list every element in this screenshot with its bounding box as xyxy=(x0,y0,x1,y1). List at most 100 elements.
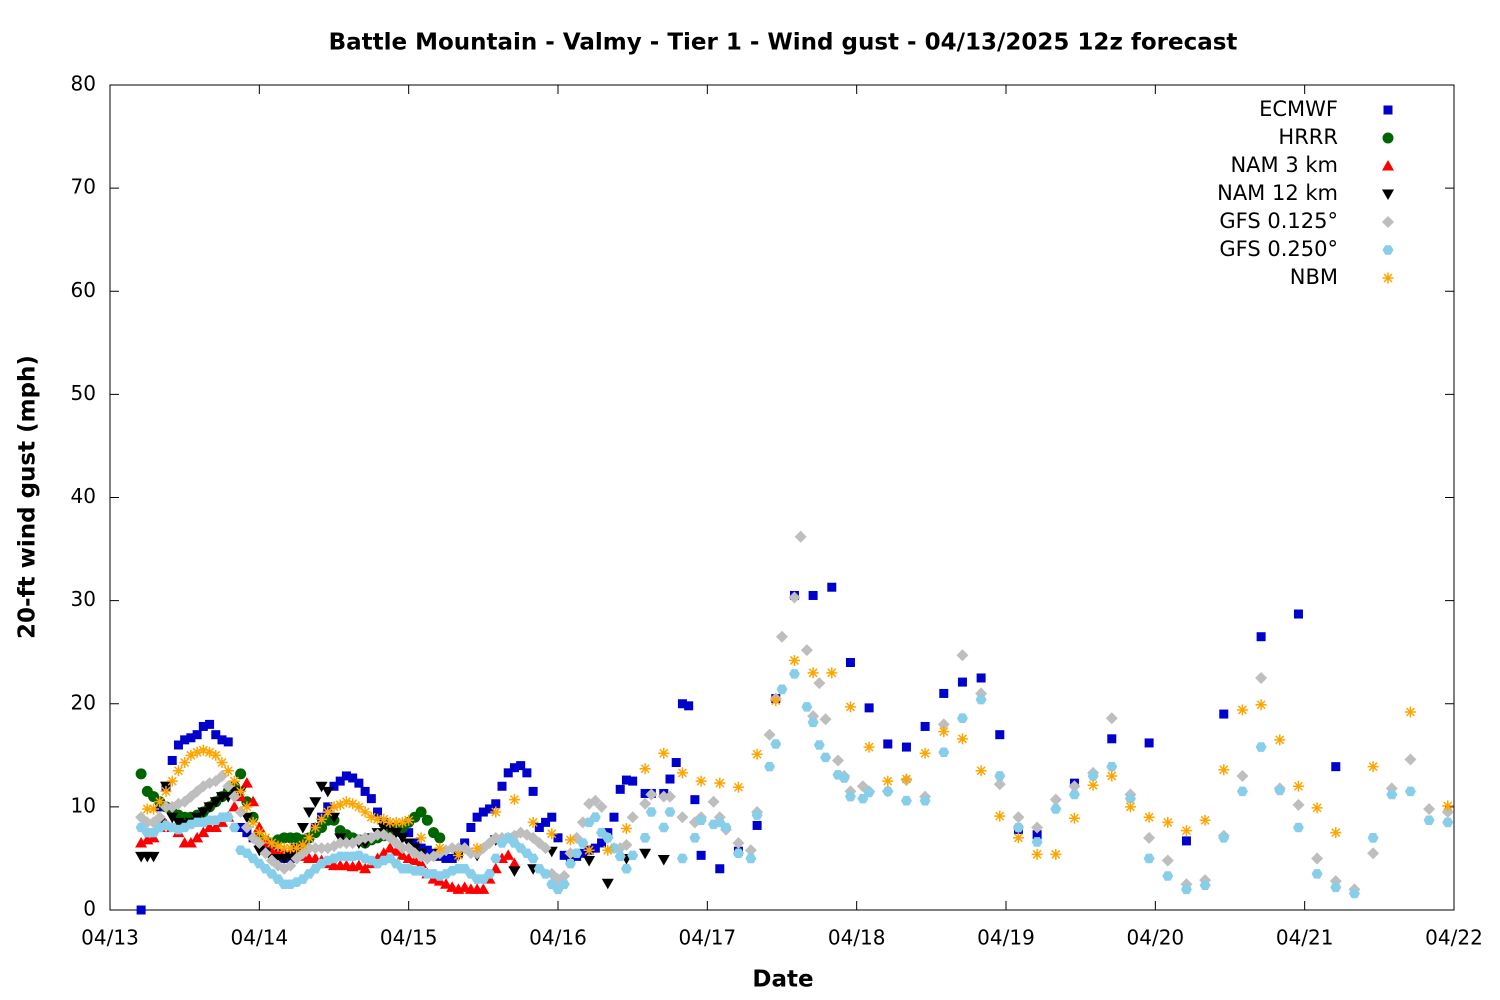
data-point xyxy=(148,803,160,815)
data-point xyxy=(553,833,563,843)
data-point xyxy=(1143,853,1155,864)
x-axis-label: Date xyxy=(752,967,813,993)
data-point xyxy=(334,836,347,849)
data-point xyxy=(209,821,222,832)
data-point xyxy=(191,831,204,843)
data-point xyxy=(354,778,364,788)
data-point xyxy=(863,787,875,798)
data-point xyxy=(744,844,757,857)
data-point xyxy=(1442,800,1454,812)
x-tick-label: 04/16 xyxy=(529,926,587,950)
data-point xyxy=(1180,825,1192,837)
data-point xyxy=(1107,734,1117,744)
data-point xyxy=(715,864,725,874)
data-point xyxy=(827,582,837,592)
x-tick-label: 04/19 xyxy=(977,926,1035,950)
data-point xyxy=(266,837,278,849)
data-point xyxy=(472,812,482,822)
data-point xyxy=(240,821,253,834)
data-point xyxy=(645,807,657,817)
data-point xyxy=(602,833,614,843)
data-point xyxy=(1404,786,1416,797)
data-point xyxy=(136,905,146,915)
data-point xyxy=(882,775,894,787)
data-point xyxy=(1423,802,1436,815)
data-point xyxy=(732,781,744,793)
data-point xyxy=(1274,785,1286,796)
data-point xyxy=(422,845,432,855)
data-point xyxy=(478,807,488,817)
data-point xyxy=(621,775,631,785)
data-point xyxy=(776,684,788,695)
data-point xyxy=(1050,804,1062,814)
data-point xyxy=(751,748,763,760)
data-point xyxy=(1106,761,1118,772)
data-point xyxy=(597,838,607,848)
data-point xyxy=(166,812,179,824)
data-point xyxy=(590,843,600,853)
data-point xyxy=(614,851,626,862)
data-point xyxy=(864,703,874,713)
legend-label: GFS 0.125° xyxy=(1219,209,1338,233)
data-point xyxy=(272,840,284,852)
y-tick-label: 50 xyxy=(71,381,96,405)
data-point xyxy=(676,853,688,864)
data-point xyxy=(546,828,558,840)
data-point xyxy=(820,752,832,763)
data-point xyxy=(595,800,608,813)
data-point xyxy=(589,812,601,822)
data-point xyxy=(1031,821,1044,834)
data-point xyxy=(919,795,931,806)
data-point xyxy=(341,771,351,781)
data-point xyxy=(956,649,969,662)
data-point xyxy=(684,701,694,711)
data-point xyxy=(1068,812,1080,824)
data-point xyxy=(253,827,265,839)
data-point xyxy=(956,733,968,745)
data-point xyxy=(334,799,346,811)
data-point xyxy=(845,658,855,667)
data-point xyxy=(236,823,246,832)
data-point xyxy=(309,797,322,808)
data-point xyxy=(434,832,446,844)
data-point xyxy=(658,822,670,833)
data-point xyxy=(752,820,762,830)
x-tick-label: 04/15 xyxy=(380,926,438,950)
data-point xyxy=(732,836,745,849)
data-point xyxy=(571,848,583,859)
data-point xyxy=(408,854,421,865)
data-point xyxy=(1124,801,1136,813)
legend-marker xyxy=(1382,189,1394,200)
data-point xyxy=(801,702,813,712)
data-point xyxy=(228,800,241,812)
data-point xyxy=(1236,786,1248,797)
data-point xyxy=(528,786,538,796)
data-point xyxy=(583,856,596,867)
y-tick-label: 10 xyxy=(71,793,96,817)
data-point xyxy=(209,797,222,808)
data-point xyxy=(153,811,166,824)
data-point xyxy=(938,726,950,738)
data-point xyxy=(216,757,228,769)
data-point xyxy=(371,828,384,841)
data-point xyxy=(676,811,689,824)
y-tick-label: 20 xyxy=(71,690,96,714)
data-point xyxy=(321,786,334,798)
data-point xyxy=(1087,771,1099,781)
legend-marker xyxy=(1382,245,1394,255)
data-point xyxy=(147,851,160,863)
data-point xyxy=(1292,822,1304,833)
data-point xyxy=(278,842,290,854)
data-point xyxy=(235,785,247,797)
data-point xyxy=(628,776,638,786)
data-point xyxy=(309,842,322,855)
data-point xyxy=(1218,833,1230,843)
data-point xyxy=(813,677,826,690)
data-point xyxy=(234,806,247,819)
data-point xyxy=(291,842,303,854)
data-point xyxy=(204,746,216,758)
data-point xyxy=(1105,712,1118,725)
data-point xyxy=(807,717,819,728)
